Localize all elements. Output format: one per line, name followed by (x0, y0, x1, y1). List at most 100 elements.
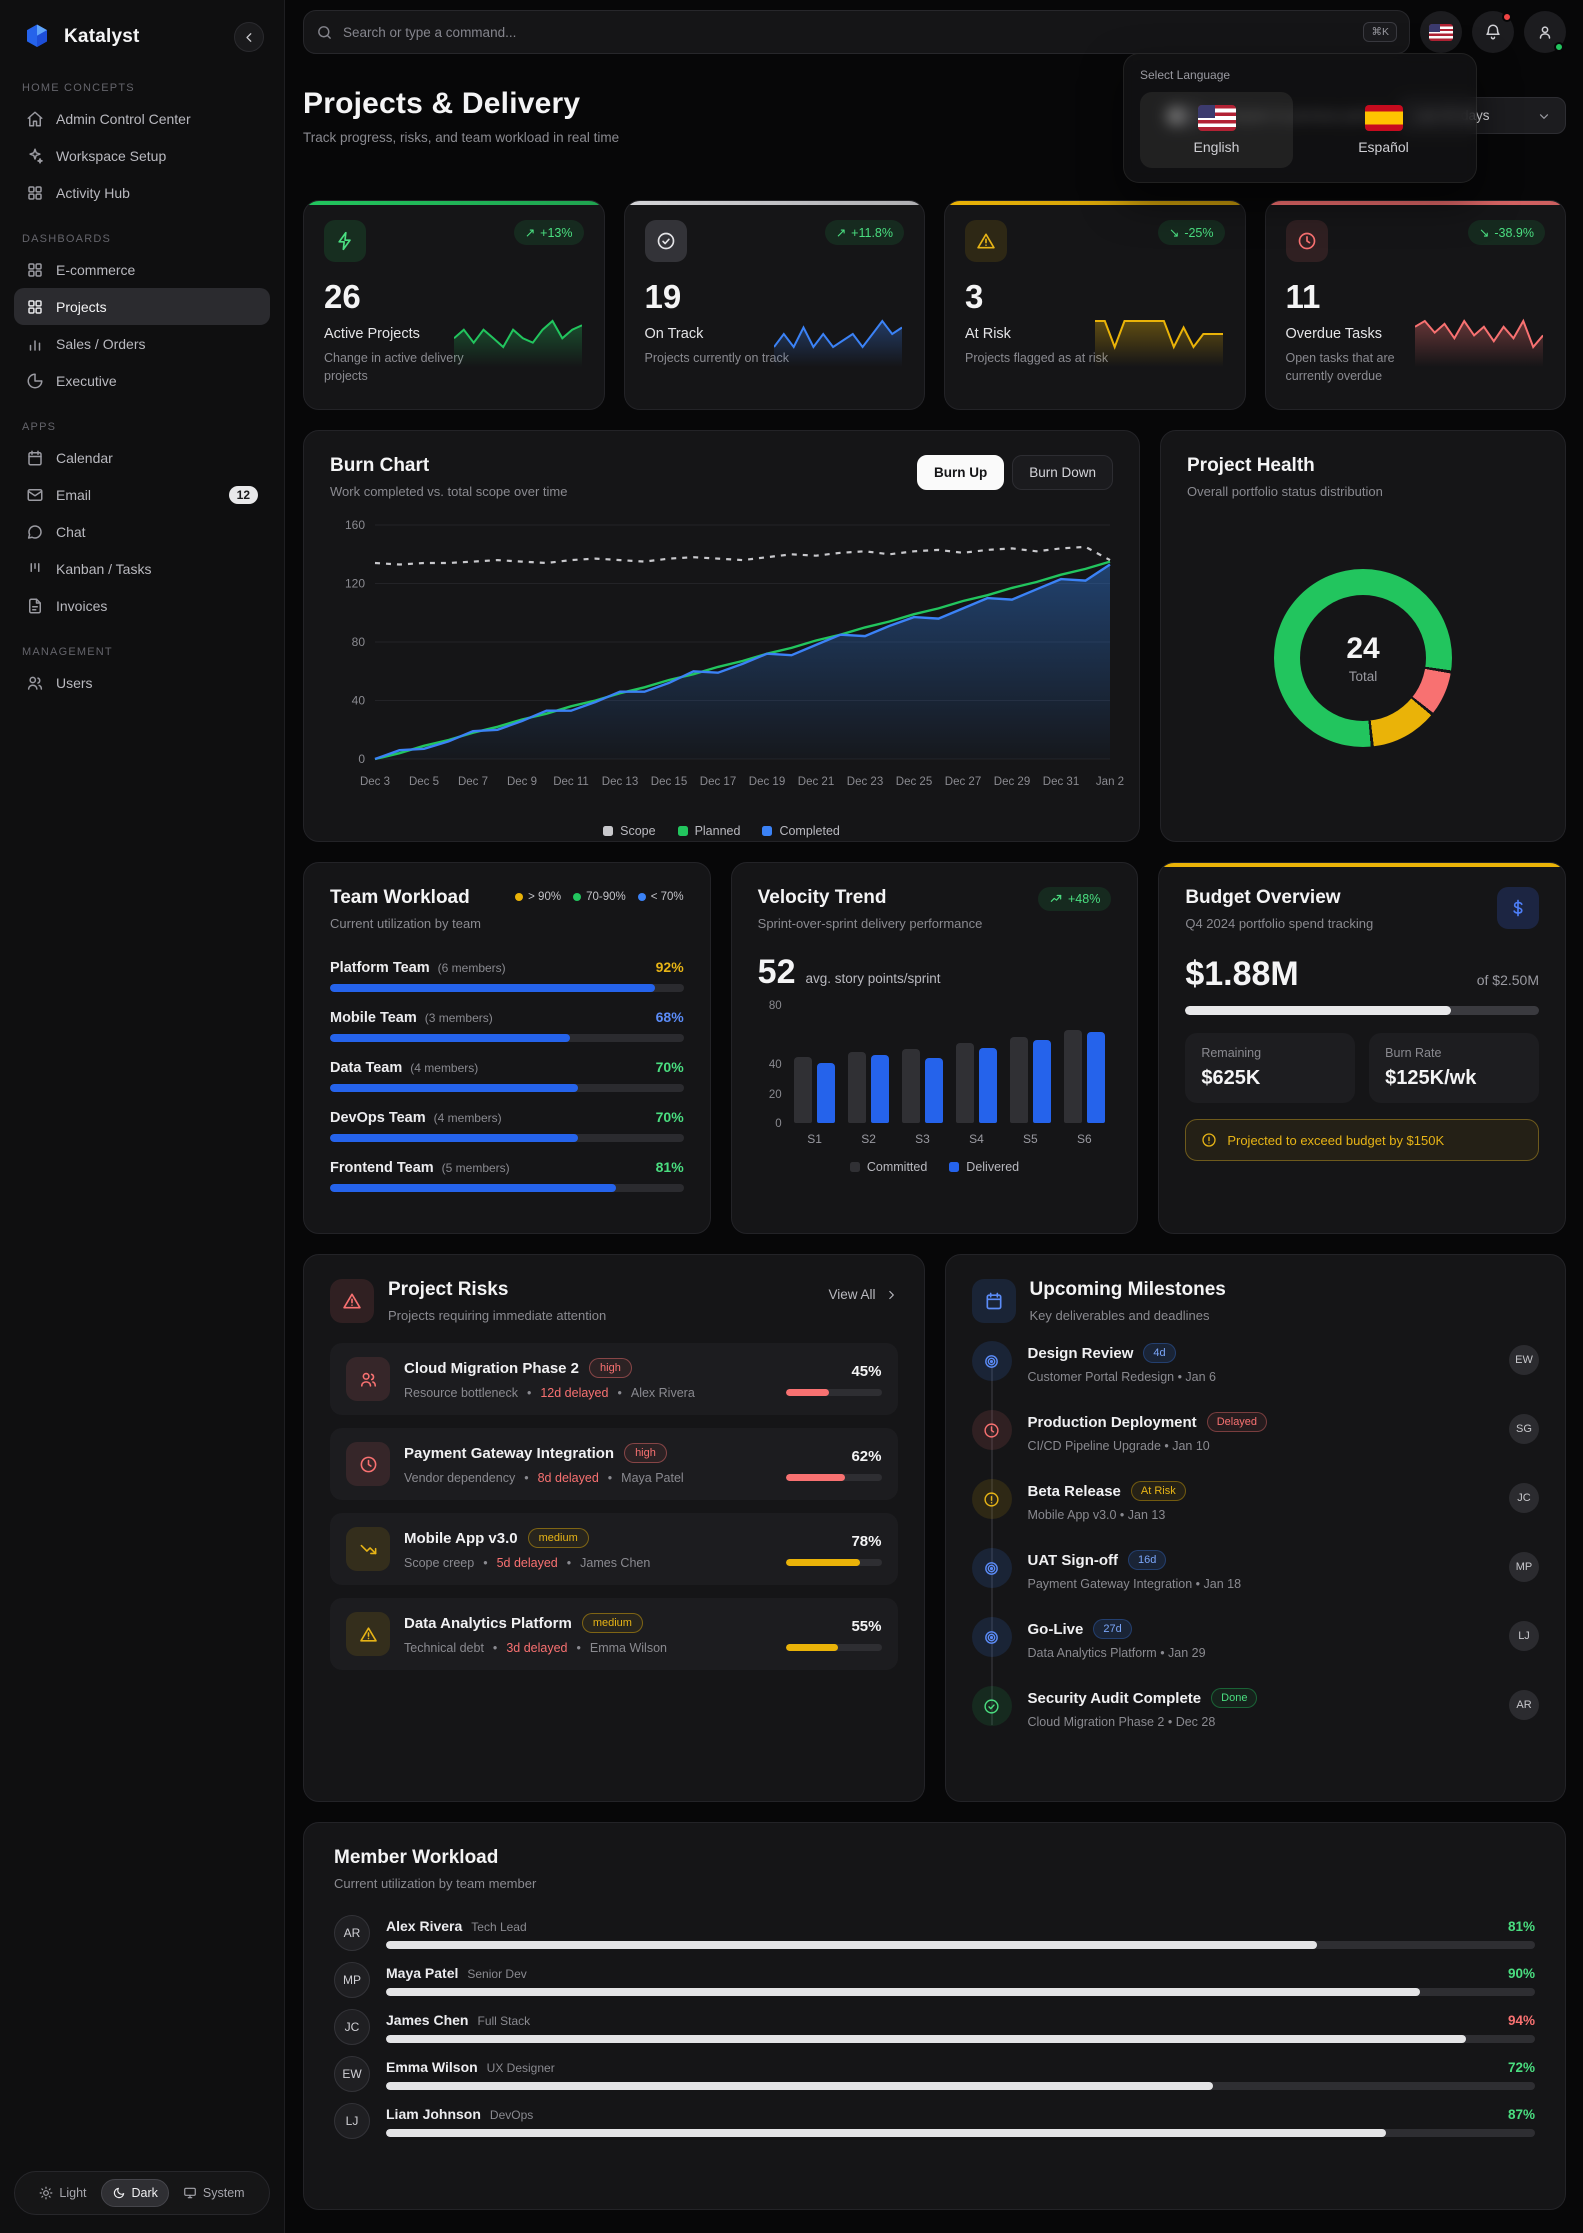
sun-icon (39, 2186, 53, 2200)
theme-option-light[interactable]: Light (29, 2180, 96, 2206)
team-workload-legend: > 90% 70-90% < 70% (515, 891, 684, 903)
project-health-donut: 24 Total (1274, 569, 1452, 747)
svg-text:Dec 15: Dec 15 (651, 776, 687, 788)
language-option-english[interactable]: English (1140, 92, 1293, 168)
sidebar-item-label: Executive (56, 372, 117, 389)
sidebar-item-admin-control-center[interactable]: Admin Control Center (14, 100, 270, 137)
utilization-legend-90: > 90% (515, 891, 561, 903)
stat-description: Projects currently on track (644, 351, 790, 365)
language-popup-title: Select Language (1140, 68, 1231, 82)
member-row-maya-patel: MP Maya Patel Senior Dev 90% (334, 1962, 1535, 1998)
budget-progress-bar (1185, 1006, 1539, 1015)
velocity-bars-s5 (1009, 1037, 1051, 1123)
milestone-row-design-review: Design Review 4d Customer Portal Redesign … (971, 1341, 1539, 1410)
milestone-badge: At Risk (1130, 1481, 1186, 1501)
velocity-bars-s1 (794, 1056, 836, 1123)
stat-label: Active Projects (324, 326, 420, 342)
team-workload-subtitle: Current utilization by team (330, 916, 482, 931)
trending-up-icon (1050, 894, 1062, 902)
team-row-devops-team: DevOps Team (4 members) 70% (330, 1109, 684, 1142)
notifications-button[interactable] (1472, 11, 1514, 53)
target-icon (971, 1617, 1012, 1657)
svg-text:Dec 19: Dec 19 (749, 776, 785, 788)
member-row-alex-rivera: AR Alex Rivera Tech Lead 81% (334, 1915, 1535, 1951)
sidebar-item-chat[interactable]: Chat (14, 513, 270, 550)
velocity-trend-card: Velocity Trend Sprint-over-sprint delive… (730, 862, 1139, 1234)
sidebar-item-calendar[interactable]: Calendar (14, 439, 270, 476)
risk-progress-bar (785, 1558, 882, 1566)
sidebar-collapse-button[interactable] (234, 22, 264, 52)
search-bar[interactable]: ⌘K (303, 10, 1410, 54)
language-options: English Español (1140, 92, 1460, 168)
sidebar-item-label: Chat (56, 523, 86, 540)
milestone-badge: 27d (1093, 1619, 1132, 1639)
sidebar-item-label: Activity Hub (56, 184, 130, 201)
sidebar-item-activity-hub[interactable]: Activity Hub (14, 174, 270, 211)
sidebar-item-kanban-tasks[interactable]: Kanban / Tasks (14, 550, 270, 587)
tab-burn-down[interactable]: Burn Down (1012, 455, 1113, 490)
sidebar-item-projects[interactable]: Projects (14, 288, 270, 325)
burn-chart-tabs: Burn Up Burn Down (916, 455, 1113, 490)
risks-view-all-link[interactable]: View All (828, 1287, 897, 1302)
sidebar-section-label: APPS (22, 421, 57, 433)
trend-badge: ↘ -38.9% (1467, 220, 1545, 245)
sidebar-sections: HOME CONCEPTS Admin Control Center Workspa… (14, 60, 270, 701)
velocity-x-labels: S1 S2 S3 S4 S5 S6 (807, 1132, 1092, 1146)
risk-progress-bar (785, 1473, 882, 1481)
search-input[interactable] (343, 24, 1354, 40)
home-icon (26, 110, 44, 128)
svg-text:Dec 29: Dec 29 (994, 776, 1030, 788)
milestones-card: Upcoming Milestones Key deliverables and… (944, 1254, 1566, 1802)
alertTri-icon (965, 220, 1007, 262)
svg-text:120: 120 (345, 577, 365, 591)
svg-text:Dec 5: Dec 5 (409, 776, 439, 788)
grid-icon (26, 298, 44, 316)
sidebar-item-e-commerce[interactable]: E-commerce (14, 251, 270, 288)
velocity-bars-s4 (955, 1043, 997, 1123)
kanban-icon (26, 560, 44, 578)
health-total-label: Total (1348, 669, 1378, 684)
target-icon (971, 1341, 1012, 1381)
stat-value: 26 (324, 278, 361, 315)
sidebar-item-email[interactable]: Email 12 (14, 476, 270, 513)
project-risks-card: Project Risks Projects requiring immedia… (303, 1254, 925, 1802)
svg-text:Dec 11: Dec 11 (553, 776, 589, 788)
stat-value: 11 (1285, 278, 1321, 315)
risk-row-payment-gateway-integration: Payment Gateway Integration high Vendor de… (330, 1428, 898, 1500)
health-total-value: 24 (1346, 632, 1380, 665)
stat-accent-bar (1265, 201, 1565, 205)
stat-description: Open tasks that are currently overdue (1285, 351, 1395, 384)
tab-burn-up[interactable]: Burn Up (916, 455, 1005, 490)
language-flag-button[interactable] (1420, 11, 1462, 53)
svg-text:80: 80 (352, 635, 366, 649)
email-count-badge: 12 (228, 485, 258, 504)
sidebar-section-dashboards: DASHBOARDS E-commerce Projects Sales / Orde… (14, 233, 270, 399)
language-option-espa-ol[interactable]: Español (1307, 92, 1460, 168)
severity-badge: high (589, 1358, 632, 1378)
stat-sparkline (1414, 317, 1544, 367)
sidebar-item-executive[interactable]: Executive (14, 362, 270, 399)
milestone-row-beta-release: Beta Release At Risk Mobile App v3.0 • Jan… (971, 1479, 1539, 1548)
users-icon (26, 674, 44, 692)
sidebar-item-invoices[interactable]: Invoices (14, 587, 270, 624)
burn-chart-title: Burn Chart (330, 455, 430, 476)
svg-text:Jan 2: Jan 2 (1096, 776, 1124, 788)
project-health-subtitle: Overall portfolio status distribution (1187, 484, 1383, 499)
team-utilization-bar (330, 1184, 684, 1192)
profile-button[interactable] (1524, 11, 1566, 53)
velocity-trend-badge: +48% (1038, 887, 1112, 911)
sidebar-item-workspace-setup[interactable]: Workspace Setup (14, 137, 270, 174)
theme-option-system[interactable]: System (173, 2180, 255, 2206)
member-rows: AR Alex Rivera Tech Lead 81% MP Maya Patel Sen… (334, 1915, 1535, 2139)
sidebar-item-users[interactable]: Users (14, 664, 270, 701)
velocity-plot: 80 40 20 0 (758, 1000, 1112, 1130)
sidebar-item-sales-orders[interactable]: Sales / Orders (14, 325, 270, 362)
theme-option-dark[interactable]: Dark (100, 2179, 169, 2207)
budget-accent-bar (1159, 863, 1565, 867)
milestone-row-go-live: Go-Live 27d Data Analytics Platform • Jan … (971, 1617, 1539, 1686)
sparkles-icon (26, 147, 44, 165)
member-utilization-bar (386, 1940, 1535, 1949)
team-row-data-team: Data Team (4 members) 70% (330, 1059, 684, 1092)
stat-sparkline (452, 317, 582, 367)
